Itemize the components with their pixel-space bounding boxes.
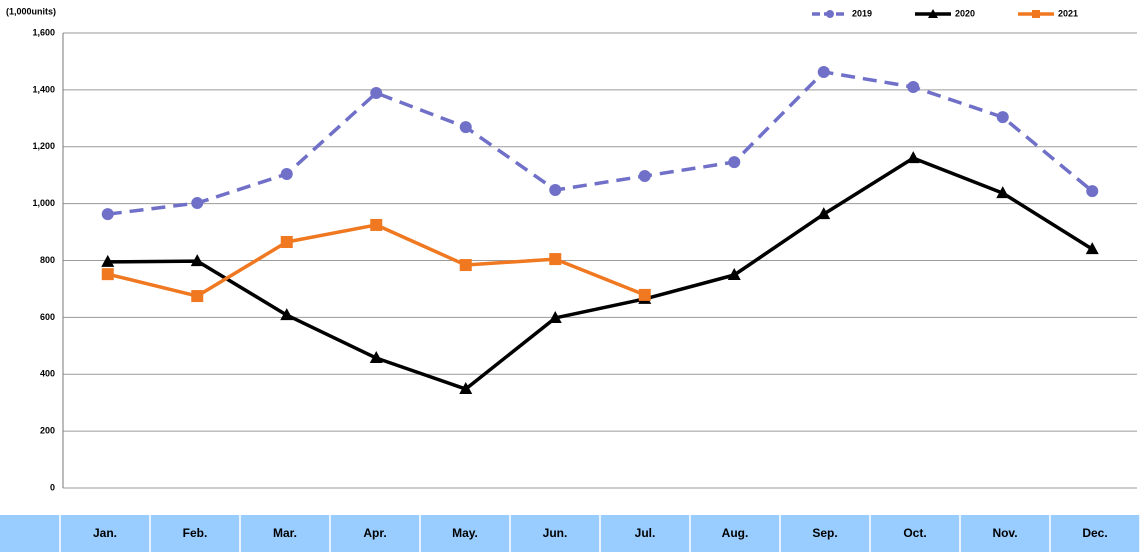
- x-tick-label: Jun.: [543, 526, 568, 540]
- data-point: [728, 156, 741, 169]
- data-point: [370, 87, 383, 100]
- data-point: [549, 253, 562, 266]
- data-point: [1086, 185, 1099, 198]
- legend-label: 2019: [852, 8, 872, 18]
- data-point: [280, 236, 293, 249]
- x-tick-label: Jul.: [635, 526, 656, 540]
- data-point: [727, 268, 741, 281]
- legend-marker: [1032, 10, 1040, 18]
- data-point: [906, 151, 920, 164]
- legend-marker: [826, 10, 834, 18]
- data-point: [280, 308, 294, 321]
- data-point: [817, 65, 830, 78]
- y-tick-label: 600: [40, 312, 55, 322]
- x-tick-label: Sep.: [812, 526, 837, 540]
- x-tick-label: May.: [452, 526, 478, 540]
- data-point: [101, 208, 114, 221]
- data-point: [996, 186, 1010, 199]
- y-tick-label: 800: [40, 255, 55, 265]
- data-point: [370, 218, 383, 231]
- data-point: [548, 310, 562, 323]
- data-point: [369, 351, 383, 364]
- y-tick-label: 1,000: [32, 198, 55, 208]
- data-point: [638, 170, 651, 183]
- data-point: [638, 288, 651, 301]
- data-point: [459, 121, 472, 134]
- y-tick-label: 0: [50, 482, 55, 492]
- x-tick-label: Aug.: [722, 526, 749, 540]
- y-tick-label: 1,400: [32, 84, 55, 94]
- y-axis-label: (1,000units): [6, 6, 56, 16]
- series-line: [107, 70, 1094, 216]
- data-point: [280, 168, 293, 181]
- y-tick-label: 400: [40, 369, 55, 379]
- data-point: [101, 254, 115, 267]
- legend-label: 2021: [1058, 8, 1078, 18]
- data-point: [549, 183, 562, 196]
- data-point: [190, 254, 204, 267]
- legend-marker: [928, 9, 938, 18]
- x-tick-label: Dec.: [1082, 526, 1107, 540]
- x-tick-label: Apr.: [363, 526, 386, 540]
- data-point: [1085, 242, 1099, 255]
- category-band: [0, 515, 1140, 552]
- data-point: [191, 197, 204, 210]
- data-point: [459, 382, 473, 395]
- data-point: [191, 290, 204, 303]
- data-point: [817, 207, 831, 220]
- y-tick-label: 1,200: [32, 141, 55, 151]
- legend-label: 2020: [955, 8, 975, 18]
- data-point: [907, 81, 920, 94]
- x-tick-label: Oct.: [903, 526, 926, 540]
- x-tick-label: Feb.: [183, 526, 208, 540]
- x-tick-label: Mar.: [273, 526, 297, 540]
- data-point: [996, 111, 1009, 124]
- series-line: [107, 156, 1094, 391]
- y-tick-label: 1,600: [32, 27, 55, 37]
- x-tick-label: Nov.: [992, 526, 1017, 540]
- data-point: [459, 259, 472, 272]
- y-tick-label: 200: [40, 426, 55, 436]
- data-point: [101, 268, 114, 281]
- x-tick-label: Jan.: [93, 526, 117, 540]
